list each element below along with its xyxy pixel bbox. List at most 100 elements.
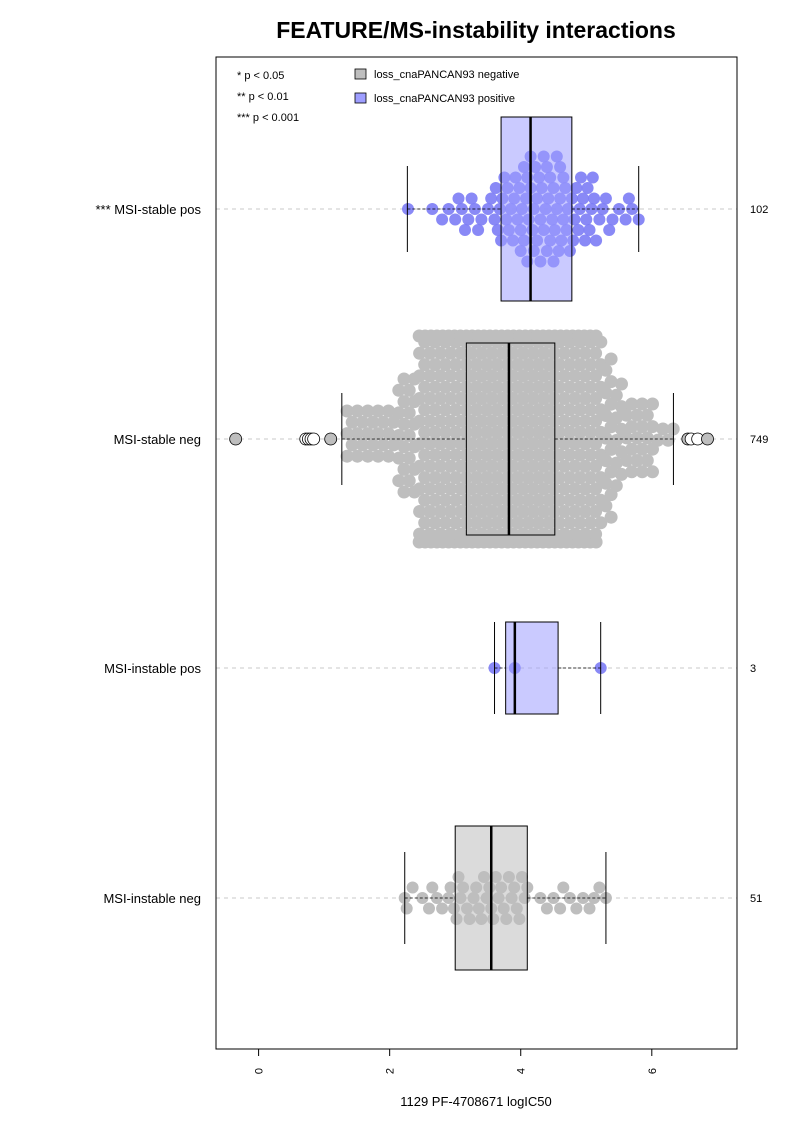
- data-point: [573, 448, 587, 462]
- chart-title: FEATURE/MS-instability interactions: [276, 17, 676, 43]
- data-point: [552, 358, 566, 372]
- data-point: [438, 380, 452, 394]
- data-point: [426, 881, 439, 894]
- data-point: [583, 403, 597, 417]
- data-point: [589, 392, 603, 405]
- data-point: [418, 448, 432, 462]
- group-label: MSI-instable neg: [103, 891, 201, 906]
- data-point: [563, 425, 577, 439]
- data-point: [423, 414, 437, 428]
- data-point: [413, 346, 427, 360]
- data-point: [400, 902, 413, 915]
- legend: * p < 0.05 ** p < 0.01 *** p < 0.001 loss_c…: [237, 68, 519, 124]
- data-point: [428, 471, 442, 485]
- data-point: [444, 459, 458, 473]
- data-point: [485, 192, 498, 205]
- data-point: [454, 346, 468, 360]
- data-point: [640, 408, 654, 422]
- data-point: [588, 192, 601, 205]
- data-point: [423, 505, 437, 518]
- data-point: [438, 358, 452, 372]
- data-point: [371, 404, 385, 418]
- data-point: [423, 482, 437, 496]
- data-point: [599, 476, 613, 490]
- data-point: [413, 392, 427, 405]
- data-point: [397, 395, 411, 409]
- data-point: [570, 902, 583, 915]
- x-tick-label: 6: [647, 1068, 659, 1074]
- data-point: [573, 403, 587, 417]
- data-point: [586, 171, 599, 184]
- data-point: [449, 425, 463, 439]
- data-point: [573, 380, 587, 394]
- data-point: [444, 881, 457, 894]
- data-point: [578, 482, 592, 496]
- significance-legend-entry: *** p < 0.001: [237, 112, 299, 124]
- data-point: [418, 403, 432, 417]
- data-point: [366, 415, 380, 429]
- data-point: [599, 431, 613, 445]
- data-point: [433, 437, 447, 451]
- data-point: [397, 440, 411, 454]
- data-point: [433, 392, 447, 405]
- data-point: [371, 427, 385, 441]
- data-point: [589, 414, 603, 428]
- data-point: [568, 414, 582, 428]
- data-point: [635, 420, 649, 434]
- data-point: [558, 459, 571, 473]
- data-point: [583, 902, 596, 915]
- data-point: [361, 427, 375, 441]
- data-point: [428, 516, 442, 530]
- x-tick-label: 2: [385, 1068, 397, 1074]
- data-point: [575, 171, 587, 184]
- data-point: [418, 358, 432, 372]
- data-point: [590, 234, 603, 247]
- data-point: [577, 192, 589, 205]
- data-point: [573, 516, 587, 530]
- data-point: [563, 471, 577, 485]
- significance-legend-entry: ** p < 0.01: [237, 91, 289, 103]
- data-point: [599, 409, 613, 422]
- legend-label: loss_cnaPANCAN93 negative: [374, 69, 519, 81]
- data-point: [583, 425, 597, 439]
- data-point: [418, 493, 432, 507]
- box: [500, 116, 573, 302]
- data-point: [392, 474, 406, 488]
- group-label: MSI-instable pos: [104, 661, 201, 676]
- data-point: [392, 406, 406, 420]
- data-point: [418, 380, 432, 394]
- data-point: [428, 448, 442, 462]
- data-point: [454, 505, 468, 518]
- data-point: [573, 471, 587, 485]
- data-point: [635, 442, 649, 456]
- data-point: [620, 408, 634, 422]
- data-point: [573, 493, 587, 507]
- data-point: [462, 213, 475, 226]
- data-point: [413, 414, 427, 428]
- data-point: [402, 429, 416, 442]
- data-point: [640, 431, 654, 445]
- data-point: [604, 352, 618, 366]
- data-point: [581, 182, 594, 194]
- data-point: [433, 346, 447, 360]
- data-point: [534, 892, 547, 904]
- data-point: [558, 482, 571, 496]
- data-point: [609, 434, 623, 447]
- x-axis-label: 1129 PF-4708671 logIC50: [400, 1094, 552, 1109]
- data-point: [552, 471, 566, 485]
- data-point: [350, 404, 364, 418]
- data-point: [570, 182, 583, 194]
- data-point: [438, 516, 452, 530]
- outlier-point: [701, 432, 714, 446]
- data-point: [392, 451, 406, 465]
- data-point: [449, 403, 463, 417]
- data-point: [438, 403, 452, 417]
- data-point: [609, 456, 623, 470]
- data-point: [350, 427, 364, 441]
- data-point: [406, 881, 419, 894]
- data-point: [578, 392, 592, 405]
- data-point: [540, 902, 553, 915]
- data-point: [646, 465, 659, 479]
